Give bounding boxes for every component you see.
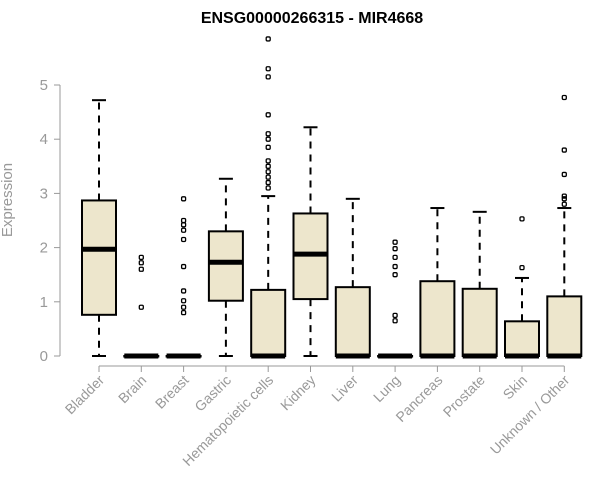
outlier-point bbox=[180, 309, 187, 316]
y-tick-label: 4 bbox=[40, 131, 48, 148]
chart-title: ENSG00000266315 - MIR4668 bbox=[201, 10, 423, 27]
box bbox=[207, 230, 244, 302]
x-tick-label: Unknown / Other bbox=[487, 372, 573, 458]
outlier-point bbox=[392, 246, 398, 252]
box-group bbox=[334, 197, 371, 359]
y-tick-label: 3 bbox=[40, 185, 48, 202]
box-group bbox=[292, 126, 329, 357]
outlier-point bbox=[561, 201, 567, 207]
outlier-point bbox=[265, 136, 271, 142]
outlier-point bbox=[392, 272, 398, 278]
box bbox=[334, 286, 371, 357]
outlier-point bbox=[265, 36, 271, 42]
box bbox=[461, 287, 498, 357]
x-tick-label: Skin bbox=[500, 372, 531, 403]
box bbox=[504, 320, 540, 358]
outlier-point bbox=[265, 169, 271, 175]
outlier-point bbox=[265, 74, 271, 80]
x-tick-label: Bladder bbox=[62, 372, 108, 418]
outlier-point bbox=[180, 288, 187, 294]
outlier-point bbox=[180, 236, 187, 243]
outlier-point bbox=[265, 131, 271, 137]
x-tick-label: Kidney bbox=[277, 372, 319, 414]
x-tick-label: Pancreas bbox=[392, 372, 445, 425]
x-tick-label: Liver bbox=[328, 372, 361, 405]
box bbox=[81, 199, 117, 316]
outlier-point bbox=[265, 158, 271, 164]
box-group bbox=[377, 239, 414, 359]
x-tick-label: Prostate bbox=[440, 372, 488, 420]
outlier-point bbox=[138, 304, 144, 310]
outlier-point bbox=[180, 263, 187, 270]
y-tick-label: 1 bbox=[40, 294, 48, 311]
outlier-point bbox=[561, 193, 567, 199]
box-group bbox=[81, 99, 117, 357]
box-group bbox=[250, 36, 287, 359]
outlier-point bbox=[519, 216, 525, 222]
outlier-point bbox=[180, 304, 187, 310]
outlier-point bbox=[138, 260, 144, 266]
y-tick-label: 2 bbox=[40, 240, 48, 257]
outlier-point bbox=[265, 185, 271, 191]
outlier-point bbox=[392, 318, 398, 324]
outlier-point bbox=[561, 171, 567, 178]
y-tick-label: 0 bbox=[40, 348, 48, 365]
outlier-point bbox=[392, 312, 398, 319]
outlier-point bbox=[138, 266, 144, 272]
plot-area bbox=[81, 36, 583, 359]
outlier-point bbox=[265, 144, 271, 150]
outlier-point bbox=[561, 94, 567, 101]
box-group bbox=[419, 207, 456, 359]
box bbox=[546, 295, 583, 358]
y-axis-label: Expression bbox=[0, 163, 16, 237]
outlier-point bbox=[265, 163, 271, 169]
box-group bbox=[461, 210, 498, 359]
outlier-point bbox=[265, 66, 271, 72]
outlier-point bbox=[392, 263, 398, 270]
box-group bbox=[207, 177, 244, 357]
outlier-point bbox=[561, 147, 567, 153]
x-tick-label: Lung bbox=[370, 372, 403, 405]
outlier-point bbox=[180, 298, 187, 304]
box-group bbox=[546, 94, 583, 359]
outlier-point bbox=[561, 196, 567, 202]
x-tick-label: Breast bbox=[152, 372, 192, 412]
box bbox=[419, 280, 456, 358]
outlier-point bbox=[265, 112, 271, 118]
box bbox=[250, 288, 287, 358]
outlier-point bbox=[265, 174, 271, 180]
y-axis: 0 1 2 3 4 5 bbox=[40, 77, 61, 365]
outlier-point bbox=[180, 227, 187, 233]
x-tick-label: Brain bbox=[115, 372, 149, 406]
outlier-point bbox=[392, 254, 398, 261]
outlier-point bbox=[138, 254, 144, 261]
box-group bbox=[123, 254, 160, 359]
y-tick-label: 5 bbox=[40, 77, 48, 94]
outlier-point bbox=[265, 179, 271, 186]
outlier-point bbox=[519, 265, 525, 271]
outlier-point bbox=[180, 217, 187, 224]
outlier-point bbox=[180, 196, 187, 202]
box-group bbox=[504, 216, 540, 359]
outlier-point bbox=[180, 222, 187, 228]
outlier-point bbox=[392, 239, 398, 245]
box-group bbox=[165, 196, 202, 359]
